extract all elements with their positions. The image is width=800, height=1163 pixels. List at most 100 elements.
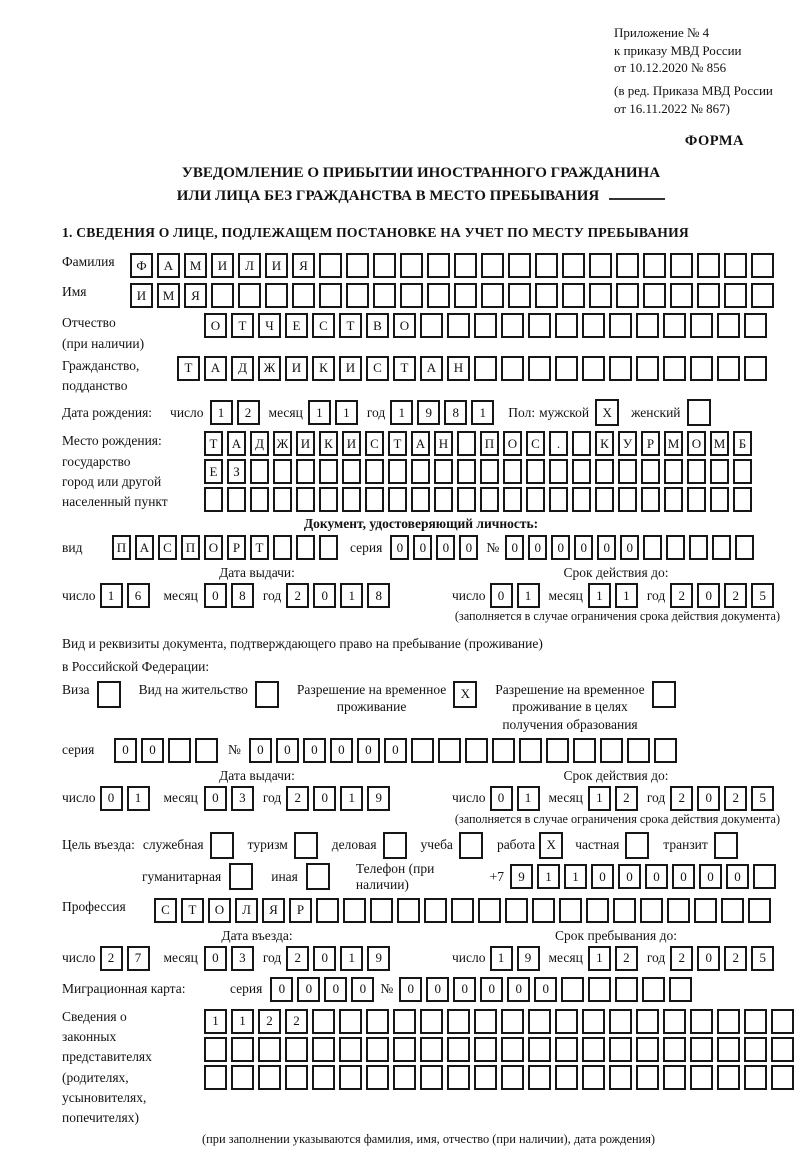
char-cell[interactable] bbox=[653, 737, 677, 763]
char-cell[interactable] bbox=[370, 897, 393, 923]
char-cell[interactable] bbox=[168, 737, 191, 763]
char-cell[interactable] bbox=[582, 1036, 605, 1062]
char-cell[interactable]: 2 bbox=[258, 1008, 281, 1034]
char-cell[interactable]: Р bbox=[641, 431, 660, 457]
char-cell[interactable] bbox=[319, 459, 338, 485]
char-cell[interactable] bbox=[664, 487, 683, 513]
char-cell[interactable]: 0 bbox=[313, 583, 337, 609]
char-cell[interactable] bbox=[717, 1036, 740, 1062]
char-cell[interactable]: 2 bbox=[236, 400, 260, 426]
purpose-official-checkbox[interactable] bbox=[209, 831, 238, 859]
char-cell[interactable] bbox=[636, 313, 659, 339]
char-cell[interactable] bbox=[636, 1064, 659, 1090]
char-cell[interactable] bbox=[447, 1036, 470, 1062]
char-cell[interactable]: 0 bbox=[313, 945, 337, 971]
char-cell[interactable]: 8 bbox=[230, 583, 254, 609]
char-cell[interactable]: 9 bbox=[367, 945, 391, 971]
char-cell[interactable]: 0 bbox=[383, 737, 407, 763]
char-cell[interactable]: А bbox=[135, 535, 154, 561]
char-cell[interactable] bbox=[227, 487, 246, 513]
char-cell[interactable] bbox=[555, 313, 578, 339]
char-cell[interactable]: С bbox=[158, 535, 177, 561]
char-cell[interactable] bbox=[393, 1064, 416, 1090]
char-cell[interactable]: X bbox=[595, 399, 620, 427]
char-cell[interactable]: . bbox=[549, 431, 568, 457]
char-cell[interactable]: 2 bbox=[99, 945, 123, 971]
char-cell[interactable] bbox=[339, 1008, 362, 1034]
char-cell[interactable] bbox=[454, 253, 477, 279]
char-cell[interactable] bbox=[342, 487, 361, 513]
char-cell[interactable] bbox=[400, 283, 423, 309]
char-cell[interactable] bbox=[526, 487, 545, 513]
char-cell[interactable] bbox=[616, 283, 639, 309]
char-cell[interactable] bbox=[238, 283, 261, 309]
char-cell[interactable]: 0 bbox=[275, 737, 299, 763]
char-cell[interactable]: А bbox=[411, 431, 430, 457]
char-cell[interactable] bbox=[312, 1064, 335, 1090]
char-cell[interactable] bbox=[254, 680, 279, 708]
char-cell[interactable] bbox=[528, 355, 551, 381]
char-cell[interactable]: 5 bbox=[751, 583, 775, 609]
char-cell[interactable]: 2 bbox=[670, 583, 694, 609]
char-cell[interactable] bbox=[771, 1036, 794, 1062]
char-cell[interactable]: М bbox=[184, 253, 207, 279]
char-cell[interactable] bbox=[366, 1008, 389, 1034]
char-cell[interactable]: 2 bbox=[724, 785, 748, 811]
char-cell[interactable]: 0 bbox=[297, 976, 321, 1002]
char-cell[interactable] bbox=[717, 1008, 740, 1034]
char-cell[interactable]: 2 bbox=[670, 785, 694, 811]
char-cell[interactable] bbox=[508, 253, 531, 279]
char-cell[interactable] bbox=[501, 313, 524, 339]
char-cell[interactable]: М bbox=[157, 283, 180, 309]
char-cell[interactable] bbox=[744, 1064, 767, 1090]
char-cell[interactable] bbox=[643, 283, 666, 309]
char-cell[interactable] bbox=[582, 1064, 605, 1090]
char-cell[interactable] bbox=[733, 459, 752, 485]
char-cell[interactable] bbox=[613, 897, 636, 923]
char-cell[interactable] bbox=[651, 680, 676, 708]
char-cell[interactable]: 0 bbox=[248, 737, 272, 763]
char-cell[interactable] bbox=[562, 283, 585, 309]
purpose-study-checkbox[interactable] bbox=[458, 831, 487, 859]
char-cell[interactable]: 0 bbox=[459, 535, 479, 561]
char-cell[interactable]: 0 bbox=[426, 976, 450, 1002]
purpose-work-checkbox[interactable]: X bbox=[539, 831, 567, 859]
char-cell[interactable] bbox=[474, 1036, 497, 1062]
char-cell[interactable]: 5 bbox=[751, 785, 775, 811]
char-cell[interactable] bbox=[753, 864, 776, 890]
char-cell[interactable]: 1 bbox=[209, 400, 233, 426]
char-cell[interactable] bbox=[373, 253, 396, 279]
char-cell[interactable] bbox=[618, 487, 637, 513]
char-cell[interactable] bbox=[209, 831, 234, 859]
char-cell[interactable] bbox=[474, 1064, 497, 1090]
char-cell[interactable] bbox=[559, 897, 582, 923]
char-cell[interactable]: К bbox=[319, 431, 338, 457]
char-cell[interactable]: 0 bbox=[203, 945, 227, 971]
char-cell[interactable]: И bbox=[285, 355, 308, 381]
char-cell[interactable]: А bbox=[157, 253, 180, 279]
char-cell[interactable]: 1 bbox=[231, 1008, 254, 1034]
char-cell[interactable]: X bbox=[539, 831, 564, 859]
char-cell[interactable] bbox=[582, 1008, 605, 1034]
char-cell[interactable]: 1 bbox=[516, 583, 540, 609]
char-cell[interactable] bbox=[204, 1036, 227, 1062]
char-cell[interactable] bbox=[265, 283, 288, 309]
representatives-field-row3[interactable] bbox=[204, 1064, 798, 1090]
female-checkbox[interactable] bbox=[686, 399, 715, 427]
char-cell[interactable] bbox=[572, 431, 591, 457]
male-checkbox[interactable]: X bbox=[595, 399, 623, 427]
char-cell[interactable] bbox=[526, 459, 545, 485]
char-cell[interactable] bbox=[643, 535, 663, 561]
char-cell[interactable] bbox=[609, 313, 632, 339]
char-cell[interactable] bbox=[410, 737, 434, 763]
char-cell[interactable] bbox=[397, 897, 420, 923]
